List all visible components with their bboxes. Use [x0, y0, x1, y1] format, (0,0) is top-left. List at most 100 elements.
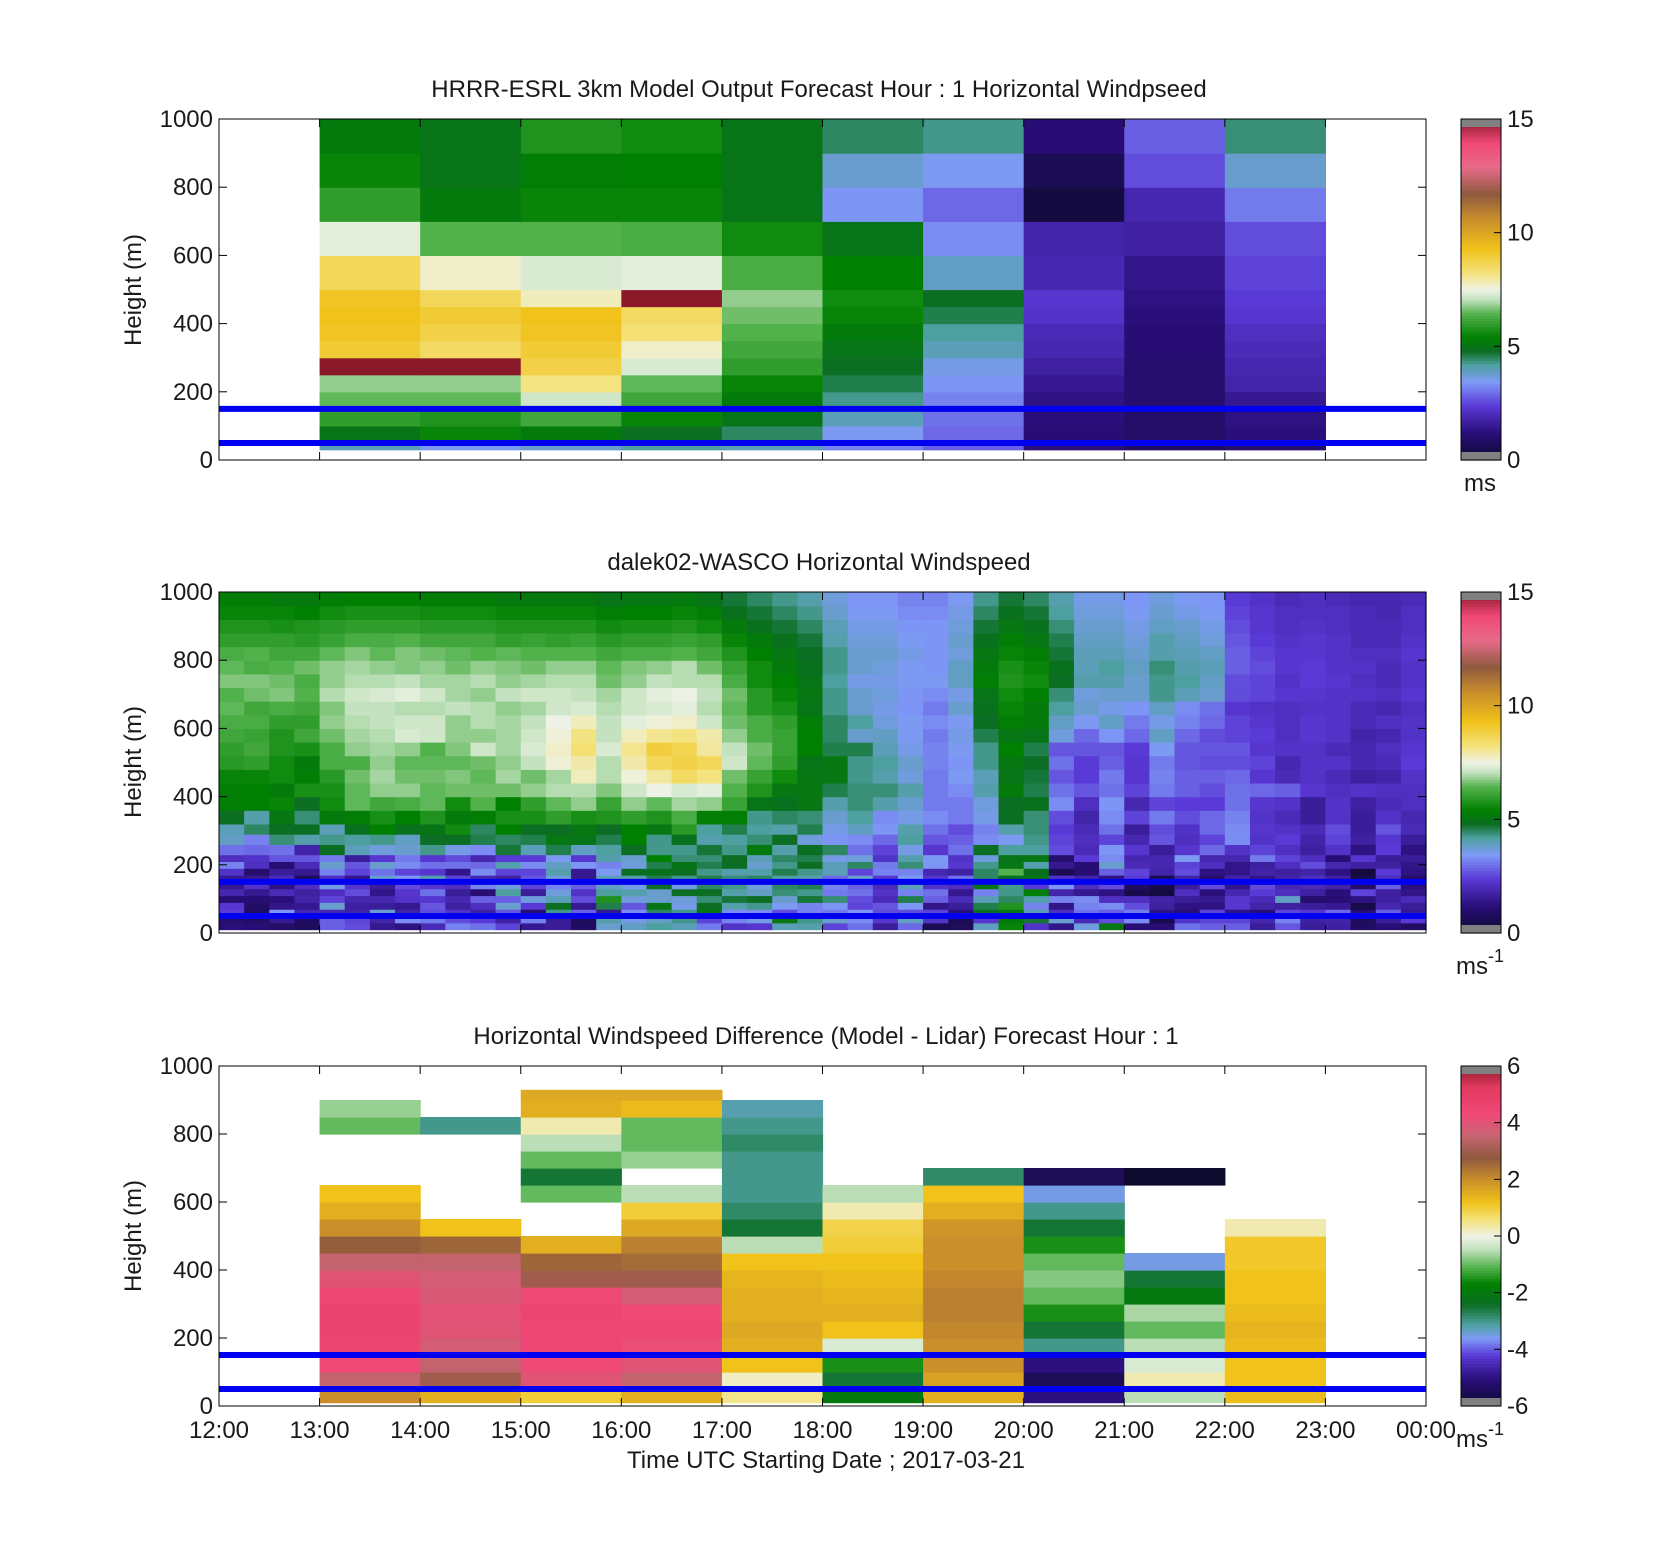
- heatmap-cell: [1099, 632, 1125, 648]
- heatmap-cell: [696, 619, 723, 634]
- heatmap-cell: [948, 888, 974, 897]
- heatmap-cell: [1149, 782, 1176, 798]
- heatmap-cell: [923, 854, 949, 862]
- heatmap-cell: [495, 888, 522, 897]
- heatmap-cell: [1099, 728, 1125, 743]
- heatmap-cell: [319, 1389, 421, 1404]
- colorbar-segment: [1461, 238, 1501, 242]
- heatmap-cell: [545, 844, 572, 856]
- colorbar-segment: [1461, 776, 1501, 781]
- panel-title: Horizontal Windspeed Difference (Model -…: [473, 1023, 1178, 1050]
- heatmap-cell: [973, 632, 1000, 648]
- heatmap-cell: [1124, 442, 1226, 451]
- heatmap-cell: [621, 881, 648, 890]
- heatmap-cell: [495, 646, 522, 661]
- heatmap-cell: [1300, 701, 1327, 716]
- heatmap-cell: [923, 1219, 1025, 1237]
- heatmap-cell: [646, 854, 673, 862]
- heatmap-cell: [1350, 834, 1377, 845]
- heatmap-cell: [973, 701, 1000, 716]
- heatmap-cell: [420, 153, 522, 188]
- heatmap-cells: [319, 119, 1327, 451]
- colorbar-segment: [1461, 1289, 1501, 1294]
- heatmap-cell: [1023, 1389, 1125, 1404]
- heatmap-cell: [470, 909, 497, 917]
- heatmap-cell: [621, 728, 648, 743]
- heatmap-cell: [369, 673, 396, 689]
- heatmap-cell: [319, 1287, 421, 1305]
- heatmap-cell: [1073, 909, 1100, 917]
- heatmap-cell: [545, 922, 572, 931]
- heatmap-cell: [772, 810, 798, 825]
- heatmap-cell: [897, 922, 924, 931]
- heatmap-cell: [1124, 391, 1226, 410]
- heatmap-cell: [696, 861, 723, 869]
- heatmap-cell: [721, 592, 748, 607]
- heatmap-cell: [772, 742, 798, 757]
- heatmap-cell: [1300, 619, 1327, 634]
- heatmap-cell: [294, 834, 321, 845]
- heatmap-cell: [269, 854, 296, 862]
- heatmap-cell: [420, 844, 446, 856]
- colorbar-segment: [1461, 448, 1501, 453]
- colorbar-segment: [1461, 1168, 1501, 1172]
- heatmap-cell: [1149, 660, 1176, 675]
- heatmap-cell: [948, 769, 974, 784]
- heatmap-cell: [1400, 660, 1427, 675]
- heatmap-cell: [545, 673, 572, 689]
- heatmap-cell: [621, 619, 648, 634]
- heatmap-cell: [1174, 844, 1201, 856]
- heatmap-cell: [319, 769, 346, 784]
- heatmap-cell: [1224, 1270, 1327, 1288]
- heatmap-cell: [721, 1100, 824, 1118]
- heatmap-cell: [369, 769, 396, 784]
- heatmap-cell: [1199, 782, 1226, 798]
- heatmap-cell: [219, 728, 245, 743]
- colorbar-segment: [1461, 643, 1501, 647]
- heatmap-cell: [1249, 915, 1276, 924]
- colorbar-segment: [1461, 329, 1501, 333]
- heatmap-cell: [646, 810, 673, 825]
- heatmap-cell: [897, 810, 924, 825]
- heatmap-cell: [520, 742, 547, 757]
- heatmap-cell: [1048, 619, 1075, 634]
- colorbar-segment: [1461, 1332, 1501, 1336]
- colorbar-segment: [1461, 170, 1501, 174]
- heatmap-cell: [872, 861, 899, 869]
- heatmap-cell: [948, 632, 974, 648]
- heatmap-cell: [721, 425, 824, 444]
- heatmap-cell: [721, 796, 748, 811]
- heatmap-cell: [1199, 592, 1226, 607]
- heatmap-cell: [445, 755, 472, 770]
- heatmap-cell: [696, 854, 723, 862]
- heatmap-cell: [445, 881, 472, 890]
- heatmap-cell: [395, 888, 421, 897]
- y-tick-label: 400: [173, 784, 213, 811]
- colorbar-segment: [1461, 680, 1501, 684]
- heatmap-cell: [319, 868, 346, 876]
- heatmap-cell: [244, 888, 270, 897]
- heatmap-cell: [420, 592, 446, 607]
- heatmap-cell: [646, 701, 673, 716]
- colorbar-segment: [1461, 207, 1501, 211]
- heatmap-cell: [244, 844, 270, 856]
- heatmap-cell: [822, 868, 849, 876]
- heatmap-cell: [822, 673, 849, 689]
- heatmap-cell: [1073, 673, 1100, 689]
- heatmap-cell: [1073, 844, 1100, 856]
- heatmap-cell: [1224, 902, 1251, 910]
- y-tick-label: 800: [173, 1121, 213, 1148]
- heatmap-cell: [1073, 854, 1100, 862]
- heatmap-cell: [520, 119, 622, 154]
- heatmap-cell: [847, 782, 874, 798]
- colorbar-segment: [1461, 731, 1501, 735]
- colorbar-segment: [1461, 414, 1501, 418]
- heatmap-cell: [244, 881, 270, 890]
- colorbar-segment: [1461, 1139, 1501, 1144]
- heatmap-cell: [395, 868, 421, 876]
- heatmap-cell: [897, 687, 924, 702]
- heatmap-cell: [1249, 755, 1276, 770]
- heatmap-cell: [1149, 796, 1176, 811]
- heatmap-cell: [923, 391, 1025, 410]
- heatmap-cell: [1300, 782, 1327, 798]
